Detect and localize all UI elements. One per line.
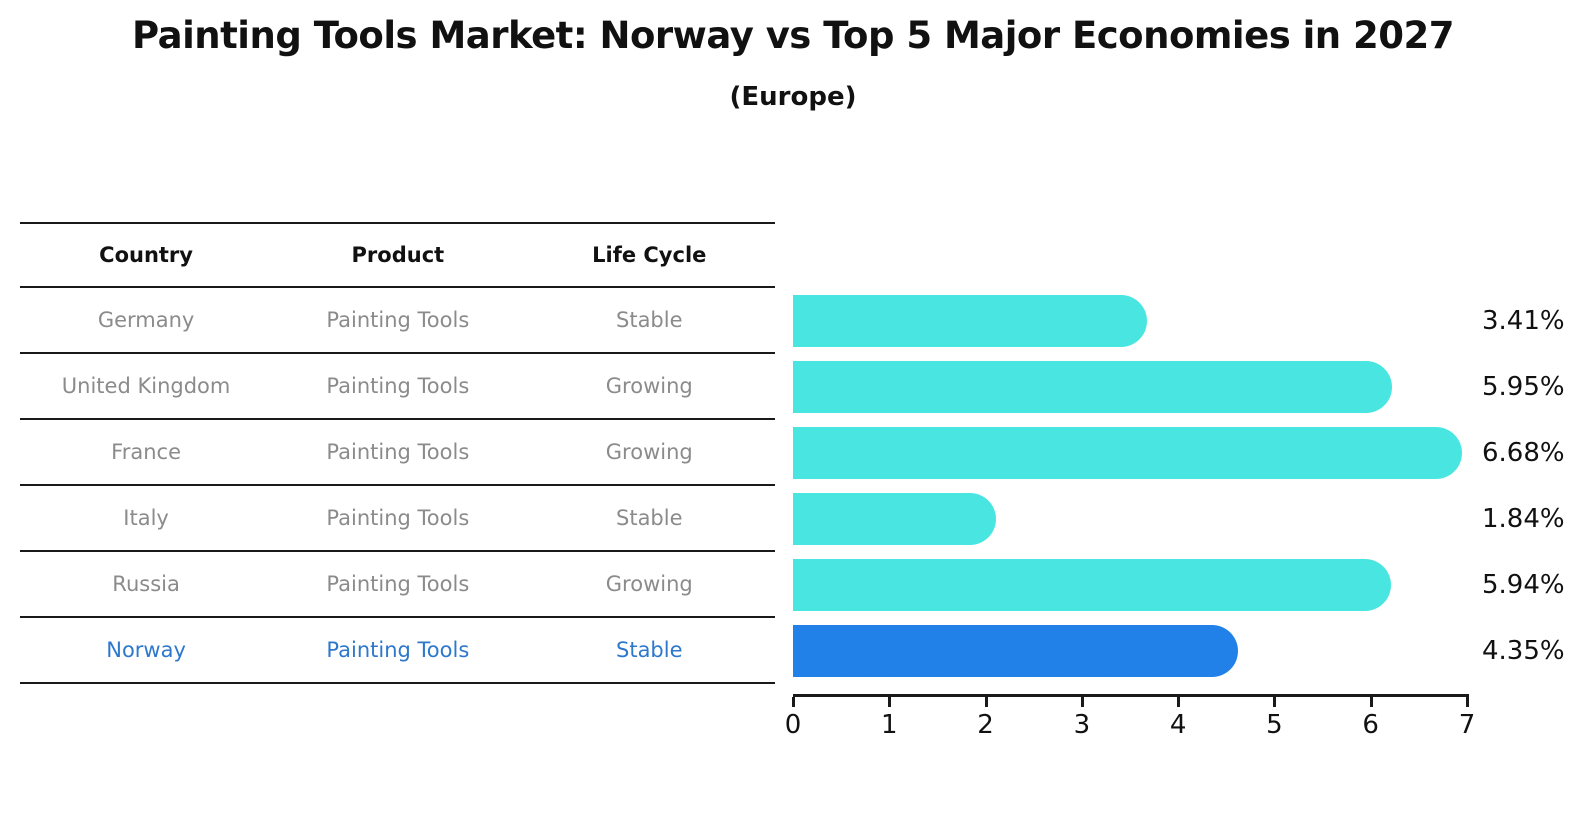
x-axis-tick-label: 7: [1458, 710, 1476, 740]
cell-country: Norway: [106, 638, 186, 662]
chart-title: Painting Tools Market: Norway vs Top 5 M…: [132, 14, 1454, 57]
x-axis-tick-label: 4: [1169, 710, 1187, 740]
chart-subtitle: (Europe): [729, 82, 857, 112]
cell-product: Painting Tools: [326, 308, 470, 332]
cell-life-cycle: Stable: [616, 638, 683, 662]
x-axis-tick: [1080, 697, 1084, 707]
bar-value-label: 6.68%: [1482, 438, 1565, 468]
x-axis-tick-label: 2: [977, 710, 994, 740]
cell-country: Italy: [123, 506, 169, 530]
cell-life-cycle: Growing: [605, 572, 693, 596]
x-axis-tick: [1369, 697, 1373, 707]
cell-country: Germany: [97, 308, 195, 332]
bar-value-label: 5.94%: [1482, 570, 1565, 600]
cell-product: Painting Tools: [326, 506, 470, 530]
x-axis-tick: [1466, 697, 1469, 707]
table-row: Russia Painting Tools Growing: [20, 552, 775, 618]
cell-life-cycle: Stable: [616, 506, 683, 530]
x-axis-tick: [1177, 697, 1181, 707]
bar-united-kingdom: [793, 361, 1392, 413]
cell-life-cycle: Stable: [616, 308, 683, 332]
bar-value-label: 4.35%: [1482, 636, 1565, 666]
data-table: Country Product Life Cycle Germany Painti…: [20, 222, 775, 684]
x-axis-tick-label: 6: [1362, 710, 1379, 740]
x-axis-tick: [792, 697, 795, 707]
cell-country: United Kingdom: [61, 374, 231, 398]
cell-product: Painting Tools: [326, 374, 470, 398]
cell-product: Painting Tools: [326, 638, 470, 662]
x-axis-line: [793, 694, 1469, 697]
table-row: Germany Painting Tools Stable: [20, 288, 775, 354]
table-row: United Kingdom Painting Tools Growing: [20, 354, 775, 420]
cell-life-cycle: Growing: [605, 374, 693, 398]
x-axis-tick-label: 1: [881, 710, 898, 740]
bar-france: [793, 427, 1463, 479]
cell-country: France: [111, 440, 181, 464]
col-header-product: Product: [351, 243, 445, 267]
bar-value-label: 1.84%: [1482, 504, 1565, 534]
bar-germany: [793, 295, 1148, 347]
table-body: Germany Painting Tools Stable United Kingdo…: [20, 288, 775, 684]
table-header-row: Country Product Life Cycle: [20, 222, 775, 288]
x-axis-tick-label: 5: [1266, 710, 1283, 740]
cell-life-cycle: Growing: [605, 440, 693, 464]
cell-country: Russia: [112, 572, 180, 596]
col-header-lifecycle: Life Cycle: [592, 243, 707, 267]
cell-product: Painting Tools: [326, 572, 470, 596]
bar-russia: [793, 559, 1391, 611]
col-header-country: Country: [99, 243, 193, 267]
table-row: France Painting Tools Growing: [20, 420, 775, 486]
bar-value-label: 5.95%: [1482, 372, 1565, 402]
x-axis-tick: [984, 697, 988, 707]
table-row: Italy Painting Tools Stable: [20, 486, 775, 552]
x-axis-tick: [888, 697, 892, 707]
x-axis-tick-label: 0: [784, 710, 802, 740]
cell-product: Painting Tools: [326, 440, 470, 464]
bar-value-label: 3.41%: [1482, 306, 1565, 336]
table-row: Norway Painting Tools Stable: [20, 618, 775, 684]
bar-italy: [793, 493, 997, 545]
x-axis-tick-label: 3: [1073, 710, 1091, 740]
x-axis-tick: [1273, 697, 1277, 707]
bar-norway: [793, 625, 1238, 677]
